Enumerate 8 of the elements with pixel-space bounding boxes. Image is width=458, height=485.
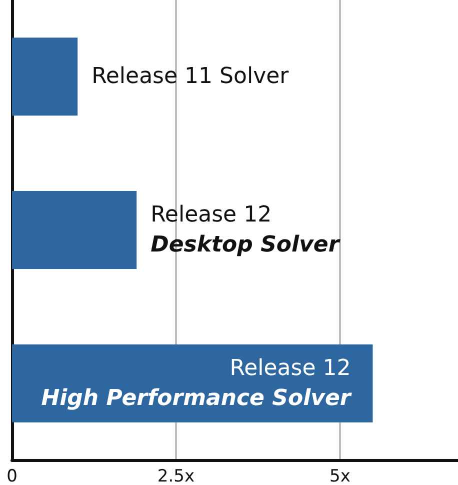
- y-tick-label: Release 11 Solver: [92, 64, 290, 90]
- bar: [12, 191, 137, 269]
- y-tick-label: Release 12 Desktop Solver: [150, 202, 340, 258]
- y-tick-label: Release 12 High Performance Solver: [41, 356, 352, 411]
- bar: [12, 38, 78, 116]
- x-tick-label: 2.5x: [157, 466, 195, 485]
- x-tick-label: 0: [6, 466, 18, 485]
- x-tick-label: 5x: [329, 466, 350, 485]
